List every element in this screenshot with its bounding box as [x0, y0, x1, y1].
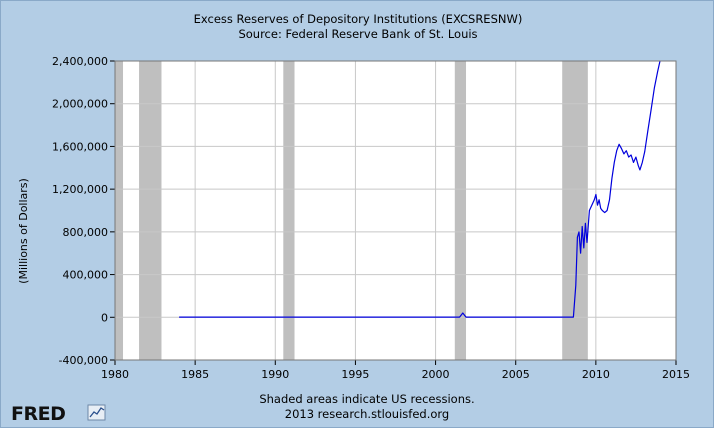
fred-logo[interactable]: FRED: [11, 403, 106, 425]
x-tick-label: 1985: [181, 368, 209, 381]
y-tick-label: 1,200,000: [52, 183, 108, 196]
chart-title: Excess Reserves of Depository Institutio…: [194, 12, 523, 26]
plot-border: [114, 60, 677, 361]
credit-text: 2013 research.stlouisfed.org: [285, 407, 449, 421]
chart-subtitle: Source: Federal Reserve Bank of St. Loui…: [238, 27, 477, 41]
recession-band-4: [454, 61, 467, 360]
recession-band-5: [562, 61, 588, 360]
series-layer: [179, 60, 661, 318]
recession-band-1: [115, 61, 124, 360]
y-tick-label: 2,400,000: [52, 55, 108, 68]
recession-band-3: [283, 61, 295, 360]
y-tick-label: 400,000: [63, 269, 109, 282]
y-tick-label: 800,000: [63, 226, 109, 239]
x-tick-label: 1990: [261, 368, 289, 381]
plot-area: [114, 60, 677, 361]
y-tick-label: 0: [101, 311, 108, 324]
x-tick-label: 2015: [662, 368, 690, 381]
x-tick-label: 1980: [101, 368, 129, 381]
x-axis-ticks: 1980 1985 1990 1995 2000 2005 2010 2015: [101, 360, 690, 381]
y-tick-label: -400,000: [59, 354, 108, 367]
recession-band-2: [139, 61, 162, 360]
x-tick-label: 1995: [341, 368, 369, 381]
series-line-1: [179, 60, 661, 318]
y-axis-label: (Millions of Dollars): [17, 178, 30, 284]
x-tick-label: 2000: [422, 368, 450, 381]
fred-chart-icon: [87, 404, 106, 421]
y-tick-label: 1,600,000: [52, 140, 108, 153]
fred-logo-text: FRED: [11, 403, 65, 425]
recession-note: Shaded areas indicate US recessions.: [259, 392, 474, 406]
y-tick-label: 2,000,000: [52, 98, 108, 111]
recession-bands: [115, 61, 588, 360]
x-tick-label: 2010: [582, 368, 610, 381]
x-tick-label: 2005: [502, 368, 530, 381]
y-axis-ticks: -400,000 0 400,000 800,000 1,200,000 1,600,00…: [52, 55, 115, 367]
